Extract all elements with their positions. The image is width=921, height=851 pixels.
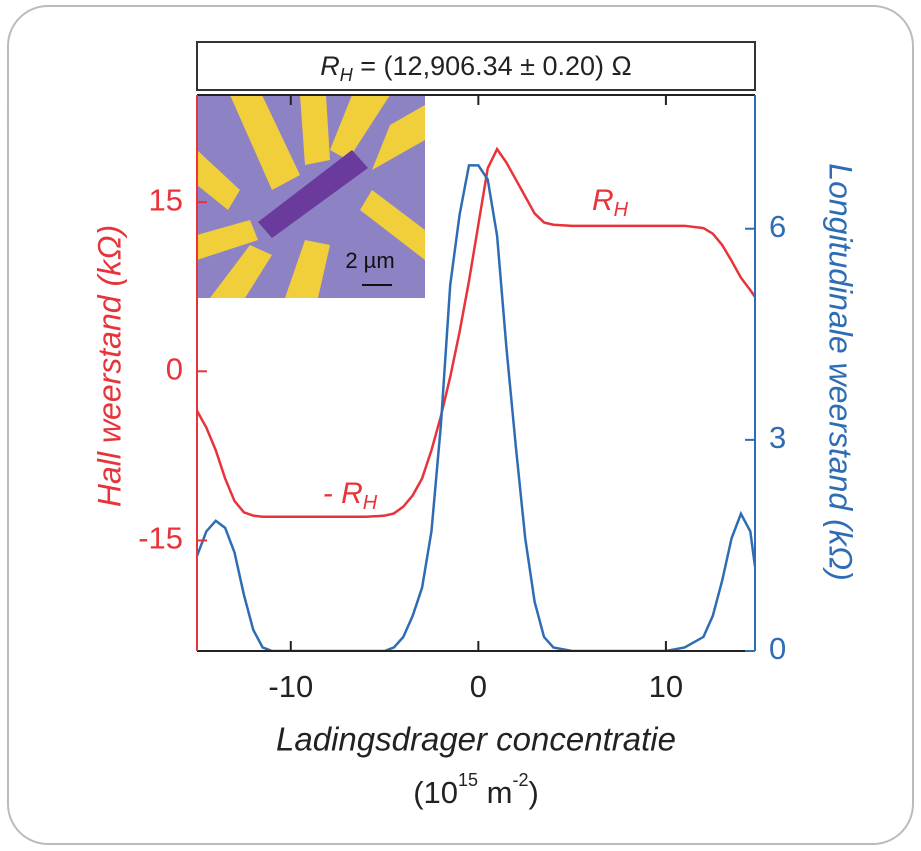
inset: 2 µm: [197, 95, 425, 298]
x-units-exp: -2: [512, 770, 528, 790]
y2-tick-label: 3: [769, 420, 786, 455]
x-units-exp: 15: [458, 770, 478, 790]
x-tick-label: 0: [470, 669, 487, 704]
chart: RH = (12,906.34 ± 0.20) Ω 2 µm -10010-15…: [0, 0, 921, 851]
x-axis-label: Ladingsdrager concentratie: [276, 721, 676, 758]
x-tick-label: -10: [268, 669, 313, 704]
x-units-part: ): [528, 775, 538, 810]
x-tick-label: 10: [649, 669, 683, 704]
y-tick-label: 15: [149, 182, 183, 217]
x-units-part: (10: [413, 775, 458, 810]
y2-axis-label: Longitudinale weerstand (kΩ): [823, 163, 859, 580]
x-units-part: m: [478, 775, 512, 810]
title-subscript: H: [340, 65, 354, 85]
title-text: = (12,906.34 ± 0.20) Ω: [353, 51, 632, 81]
annotation-subscript: H: [614, 199, 629, 221]
y2-tick-label: 0: [769, 631, 786, 666]
inset-scale-label: 2 µm: [345, 248, 394, 273]
annotation-subscript: H: [363, 492, 378, 514]
annotation-symbol: R: [592, 184, 614, 217]
y-tick-label: -15: [138, 521, 183, 556]
chart-title: RH = (12,906.34 ± 0.20) Ω: [320, 51, 631, 85]
title-symbol: R: [320, 51, 340, 81]
annotation-symbol: - R: [323, 477, 363, 510]
y2-tick-label: 6: [769, 209, 786, 244]
y-axis-label: Hall weerstand (kΩ): [91, 225, 127, 507]
y-tick-label: 0: [166, 351, 183, 386]
